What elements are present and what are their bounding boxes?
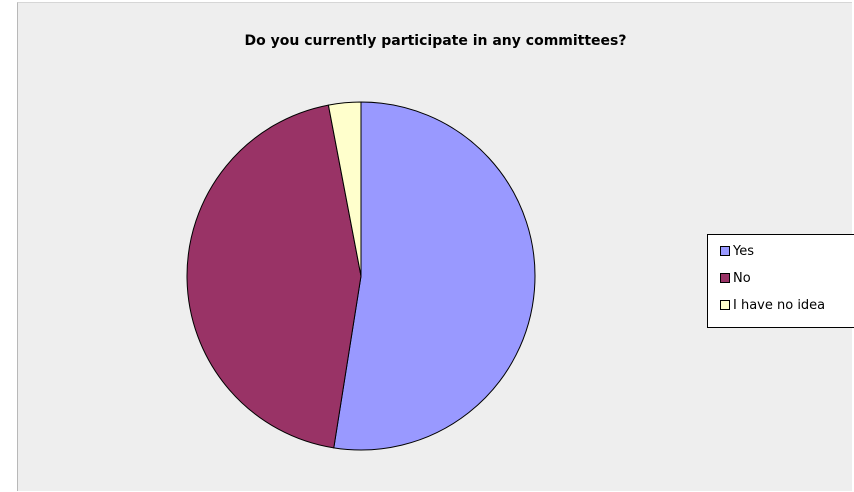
legend-item-i-have-no-idea: I have no idea xyxy=(720,294,854,316)
pie-slice-no xyxy=(186,104,362,449)
chart-area: Do you currently participate in any comm… xyxy=(17,2,854,491)
pie-chart xyxy=(186,101,536,451)
chart-title: Do you currently participate in any comm… xyxy=(244,33,627,49)
pie-slice-yes xyxy=(333,101,536,451)
legend-item-yes: Yes xyxy=(720,240,854,262)
legend-swatch-no xyxy=(720,273,730,283)
pie-slice-i-have-no-idea xyxy=(327,101,362,277)
legend: Yes No I have no idea xyxy=(707,234,854,328)
legend-label-yes: Yes xyxy=(733,243,754,259)
legend-label-i-have-no-idea: I have no idea xyxy=(733,297,826,313)
legend-label-no: No xyxy=(733,270,751,286)
legend-item-no: No xyxy=(720,267,854,289)
legend-swatch-yes xyxy=(720,246,730,256)
legend-swatch-i-have-no-idea xyxy=(720,300,730,310)
